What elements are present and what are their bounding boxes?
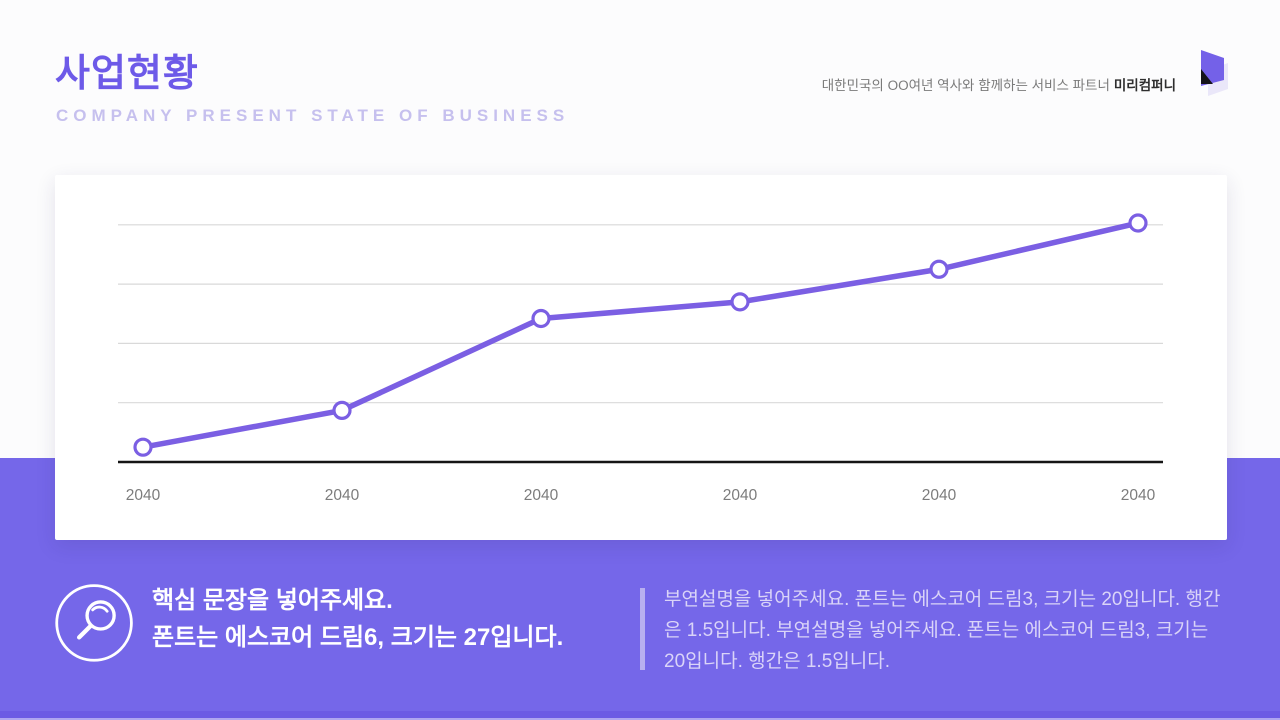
page-title: 사업현황 xyxy=(55,53,199,95)
x-axis-tick-label: 2040 xyxy=(524,487,559,504)
data-point-marker xyxy=(133,437,153,457)
data-point-marker xyxy=(929,259,949,279)
series-line xyxy=(140,220,1141,450)
chart-card: 2040 2040 2040 2040 2040 2040 xyxy=(55,175,1227,540)
x-axis-tick-label: 2040 xyxy=(723,487,758,504)
key-message-line1: 핵심 문장을 넣어주세요. xyxy=(152,587,393,614)
footer-strip xyxy=(0,711,1280,718)
brand-name: 미리컴퍼니 xyxy=(1113,78,1176,93)
x-axis-tick-label: 2040 xyxy=(126,487,161,504)
data-point-marker xyxy=(531,308,551,329)
key-message: 핵심 문장을 넣어주세요. 폰트는 에스코어 드림6, 크기는 27입니다. xyxy=(152,582,563,656)
page-subtitle: COMPANY PRESENT STATE OF BUSINESS xyxy=(56,106,570,125)
x-axis-tick-label: 2040 xyxy=(325,487,360,504)
brand-logo-icon xyxy=(1201,50,1228,96)
magnifier-icon xyxy=(55,584,133,662)
x-axis-tick-label: 2040 xyxy=(922,487,957,504)
x-axis-tick-label: 2040 xyxy=(1121,487,1156,504)
data-point-marker xyxy=(1128,213,1148,233)
data-point-marker xyxy=(332,400,352,421)
data-point-marker xyxy=(730,292,750,312)
header-tagline: 대한민국의 OO여년 역사와 함께하는 서비스 파트너 미리컴퍼니 xyxy=(822,74,1176,94)
key-message-line2: 폰트는 에스코어 드림6, 크기는 27입니다. xyxy=(152,624,564,651)
tagline-text: 대한민국의 OO여년 역사와 함께하는 서비스 파트너 xyxy=(821,78,1110,93)
divider-bar xyxy=(640,588,645,670)
line-chart: 2040 2040 2040 2040 2040 2040 xyxy=(118,213,1163,504)
footer-accent-line xyxy=(0,718,1280,720)
description-text: 부연설명을 넣어주세요. 폰트는 에스코어 드림3, 크기는 20입니다. 행간… xyxy=(664,589,1221,672)
